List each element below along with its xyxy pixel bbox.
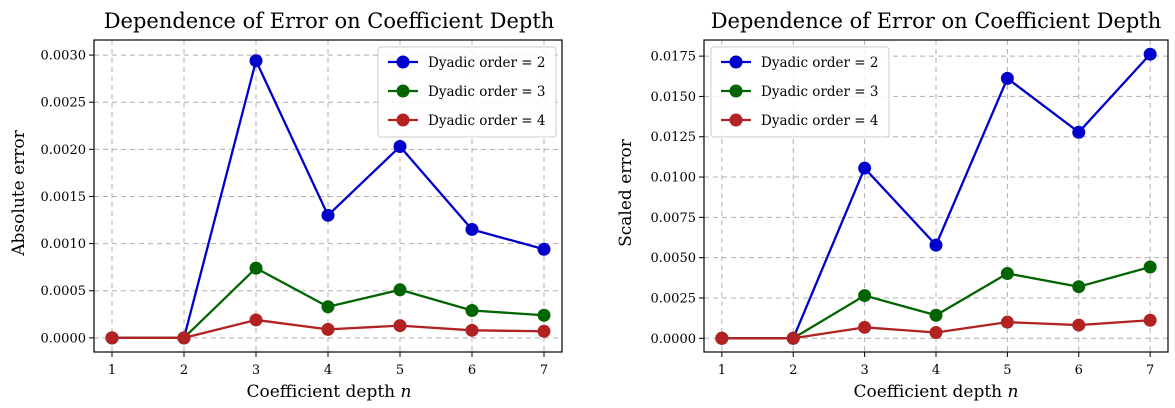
- y-tick-label: 0.0125: [651, 130, 697, 145]
- data-point: [858, 320, 872, 334]
- x-axis-label-var: n: [1008, 382, 1019, 402]
- plot-frame: [93, 39, 563, 353]
- y-axis-label: Scaled error: [616, 138, 636, 247]
- x-tick-label: 4: [932, 363, 940, 378]
- data-point: [321, 208, 335, 222]
- grid-lines: [704, 40, 1168, 352]
- y-tick-label: 0.0005: [41, 284, 87, 299]
- data-point: [1072, 280, 1086, 294]
- legend-label: Dyadic order = 2: [428, 55, 545, 71]
- y-tick-label: 0.0010: [41, 237, 87, 252]
- x-axis-label: Coefficient depth n: [247, 382, 412, 402]
- y-tick-label: 0.0030: [41, 49, 87, 64]
- x-tick-label: 2: [789, 363, 797, 378]
- legend-box: [377, 46, 557, 138]
- data-point: [249, 313, 263, 327]
- x-tick-label: 5: [396, 363, 404, 378]
- legend-box: [710, 46, 890, 138]
- data-point: [249, 54, 263, 68]
- y-tick-label: 0.0075: [651, 211, 697, 226]
- legend-marker: [729, 113, 743, 127]
- data-point: [465, 222, 479, 236]
- legend: Dyadic order = 2 Dyadic order = 3 Dyadic o…: [710, 46, 890, 138]
- legend-marker: [396, 55, 410, 69]
- data-point: [393, 140, 407, 154]
- data-point: [1072, 125, 1086, 139]
- y-tick-label: 0.0025: [651, 291, 697, 306]
- data-point: [465, 304, 479, 318]
- data-point: [105, 331, 119, 345]
- x-axis-label-var: n: [401, 382, 412, 402]
- y-tick-label: 0.0000: [651, 332, 697, 347]
- data-point: [1000, 71, 1014, 85]
- data-point: [321, 322, 335, 336]
- y-axis-label: Absolute error: [9, 129, 29, 256]
- legend-marker: [396, 113, 410, 127]
- chart-scaled-error: Dependence of Error on Coefficient Depth…: [616, 9, 1169, 402]
- x-axis-label-text: Coefficient depth: [854, 382, 1003, 402]
- legend-label: Dyadic order = 4: [428, 113, 545, 129]
- data-point: [1072, 318, 1086, 332]
- series-3: [715, 313, 1157, 345]
- chart-absolute-error: Dependence of Error on Coefficient Depth…: [9, 9, 563, 402]
- x-tick-label: 2: [180, 363, 188, 378]
- legend-label: Dyadic order = 2: [761, 55, 878, 71]
- legend-label: Dyadic order = 3: [428, 84, 545, 100]
- data-point: [929, 308, 943, 322]
- data-point: [1143, 260, 1157, 274]
- x-tick-label: 7: [540, 363, 548, 378]
- x-tick-label: 1: [108, 363, 116, 378]
- legend: Dyadic order = 2 Dyadic order = 3 Dyadic o…: [377, 46, 557, 138]
- data-point: [1000, 266, 1014, 280]
- data-point: [1143, 313, 1157, 327]
- chart-title: Dependence of Error on Coefficient Depth: [104, 9, 555, 33]
- legend-label: Dyadic order = 4: [761, 113, 878, 129]
- y-tick-label: 0.0000: [41, 331, 87, 346]
- legend-marker: [729, 84, 743, 98]
- y-tick-label: 0.0175: [651, 50, 697, 65]
- data-point: [249, 261, 263, 275]
- legend-marker: [396, 84, 410, 98]
- data-point: [465, 323, 479, 337]
- x-tick-label: 3: [860, 363, 868, 378]
- x-tick-label: 4: [324, 363, 332, 378]
- data-point: [858, 289, 872, 303]
- x-axis-label: Coefficient depth n: [854, 382, 1019, 402]
- data-point: [537, 242, 551, 256]
- data-point: [786, 331, 800, 345]
- y-tick-label: 0.0015: [41, 190, 87, 205]
- y-tick-label: 0.0100: [651, 171, 697, 186]
- data-point: [177, 331, 191, 345]
- x-tick-label: 5: [1003, 363, 1011, 378]
- data-point: [393, 283, 407, 297]
- legend-marker: [729, 55, 743, 69]
- data-point: [1000, 315, 1014, 329]
- data-point: [929, 238, 943, 252]
- x-tick-label: 6: [1075, 363, 1083, 378]
- data-point: [537, 324, 551, 338]
- y-tick-label: 0.0025: [41, 96, 87, 111]
- data-point: [715, 331, 729, 345]
- x-tick-label: 7: [1146, 363, 1154, 378]
- x-tick-label: 1: [718, 363, 726, 378]
- data-point: [537, 308, 551, 322]
- data-point: [321, 300, 335, 314]
- y-tick-label: 0.0050: [651, 251, 697, 266]
- data-point: [1143, 47, 1157, 61]
- x-tick-label: 6: [468, 363, 476, 378]
- plot-frame: [703, 39, 1169, 353]
- series-3: [105, 313, 551, 345]
- data-point: [858, 161, 872, 175]
- data-point: [393, 319, 407, 333]
- data-point: [929, 325, 943, 339]
- chart-title: Dependence of Error on Coefficient Depth: [711, 9, 1162, 33]
- y-tick-label: 0.0020: [41, 143, 87, 158]
- x-tick-label: 3: [252, 363, 260, 378]
- y-tick-label: 0.0150: [651, 90, 697, 105]
- legend-label: Dyadic order = 3: [761, 84, 878, 100]
- x-axis-label-text: Coefficient depth: [247, 382, 396, 402]
